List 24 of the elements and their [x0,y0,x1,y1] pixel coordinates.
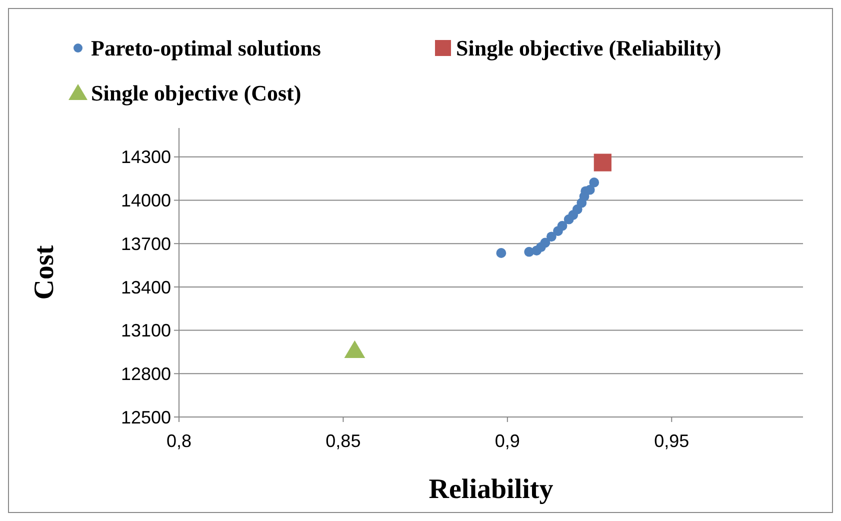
point [496,248,506,258]
legend-label: Single objective (Cost) [91,80,302,106]
x-tick-label: 0,85 [326,431,361,451]
y-tick-label: 13700 [120,234,171,254]
y-tick-label: 13100 [120,320,171,341]
y-axis-title: Cost [29,244,60,300]
point [344,340,366,358]
point [557,220,568,231]
y-tick-label: 14300 [120,147,171,168]
y-tick-label: 12500 [120,407,171,428]
point [594,154,612,172]
legend-label: Pareto-optimal solutions [91,36,322,61]
y-tick-label: 12800 [120,364,171,384]
y-tick-label: 13400 [120,277,171,298]
point [546,232,556,242]
legend-label: Single objective (Reliability) [456,36,722,61]
x-axis-title: Reliability [428,474,554,505]
x-tick-label: 0,8 [166,431,192,451]
y-tick-label: 14000 [120,190,171,211]
x-tick-label: 0,9 [494,431,520,451]
point [584,184,595,195]
x-tick-label: 0,95 [654,431,690,451]
point [540,238,550,248]
point [589,178,600,188]
